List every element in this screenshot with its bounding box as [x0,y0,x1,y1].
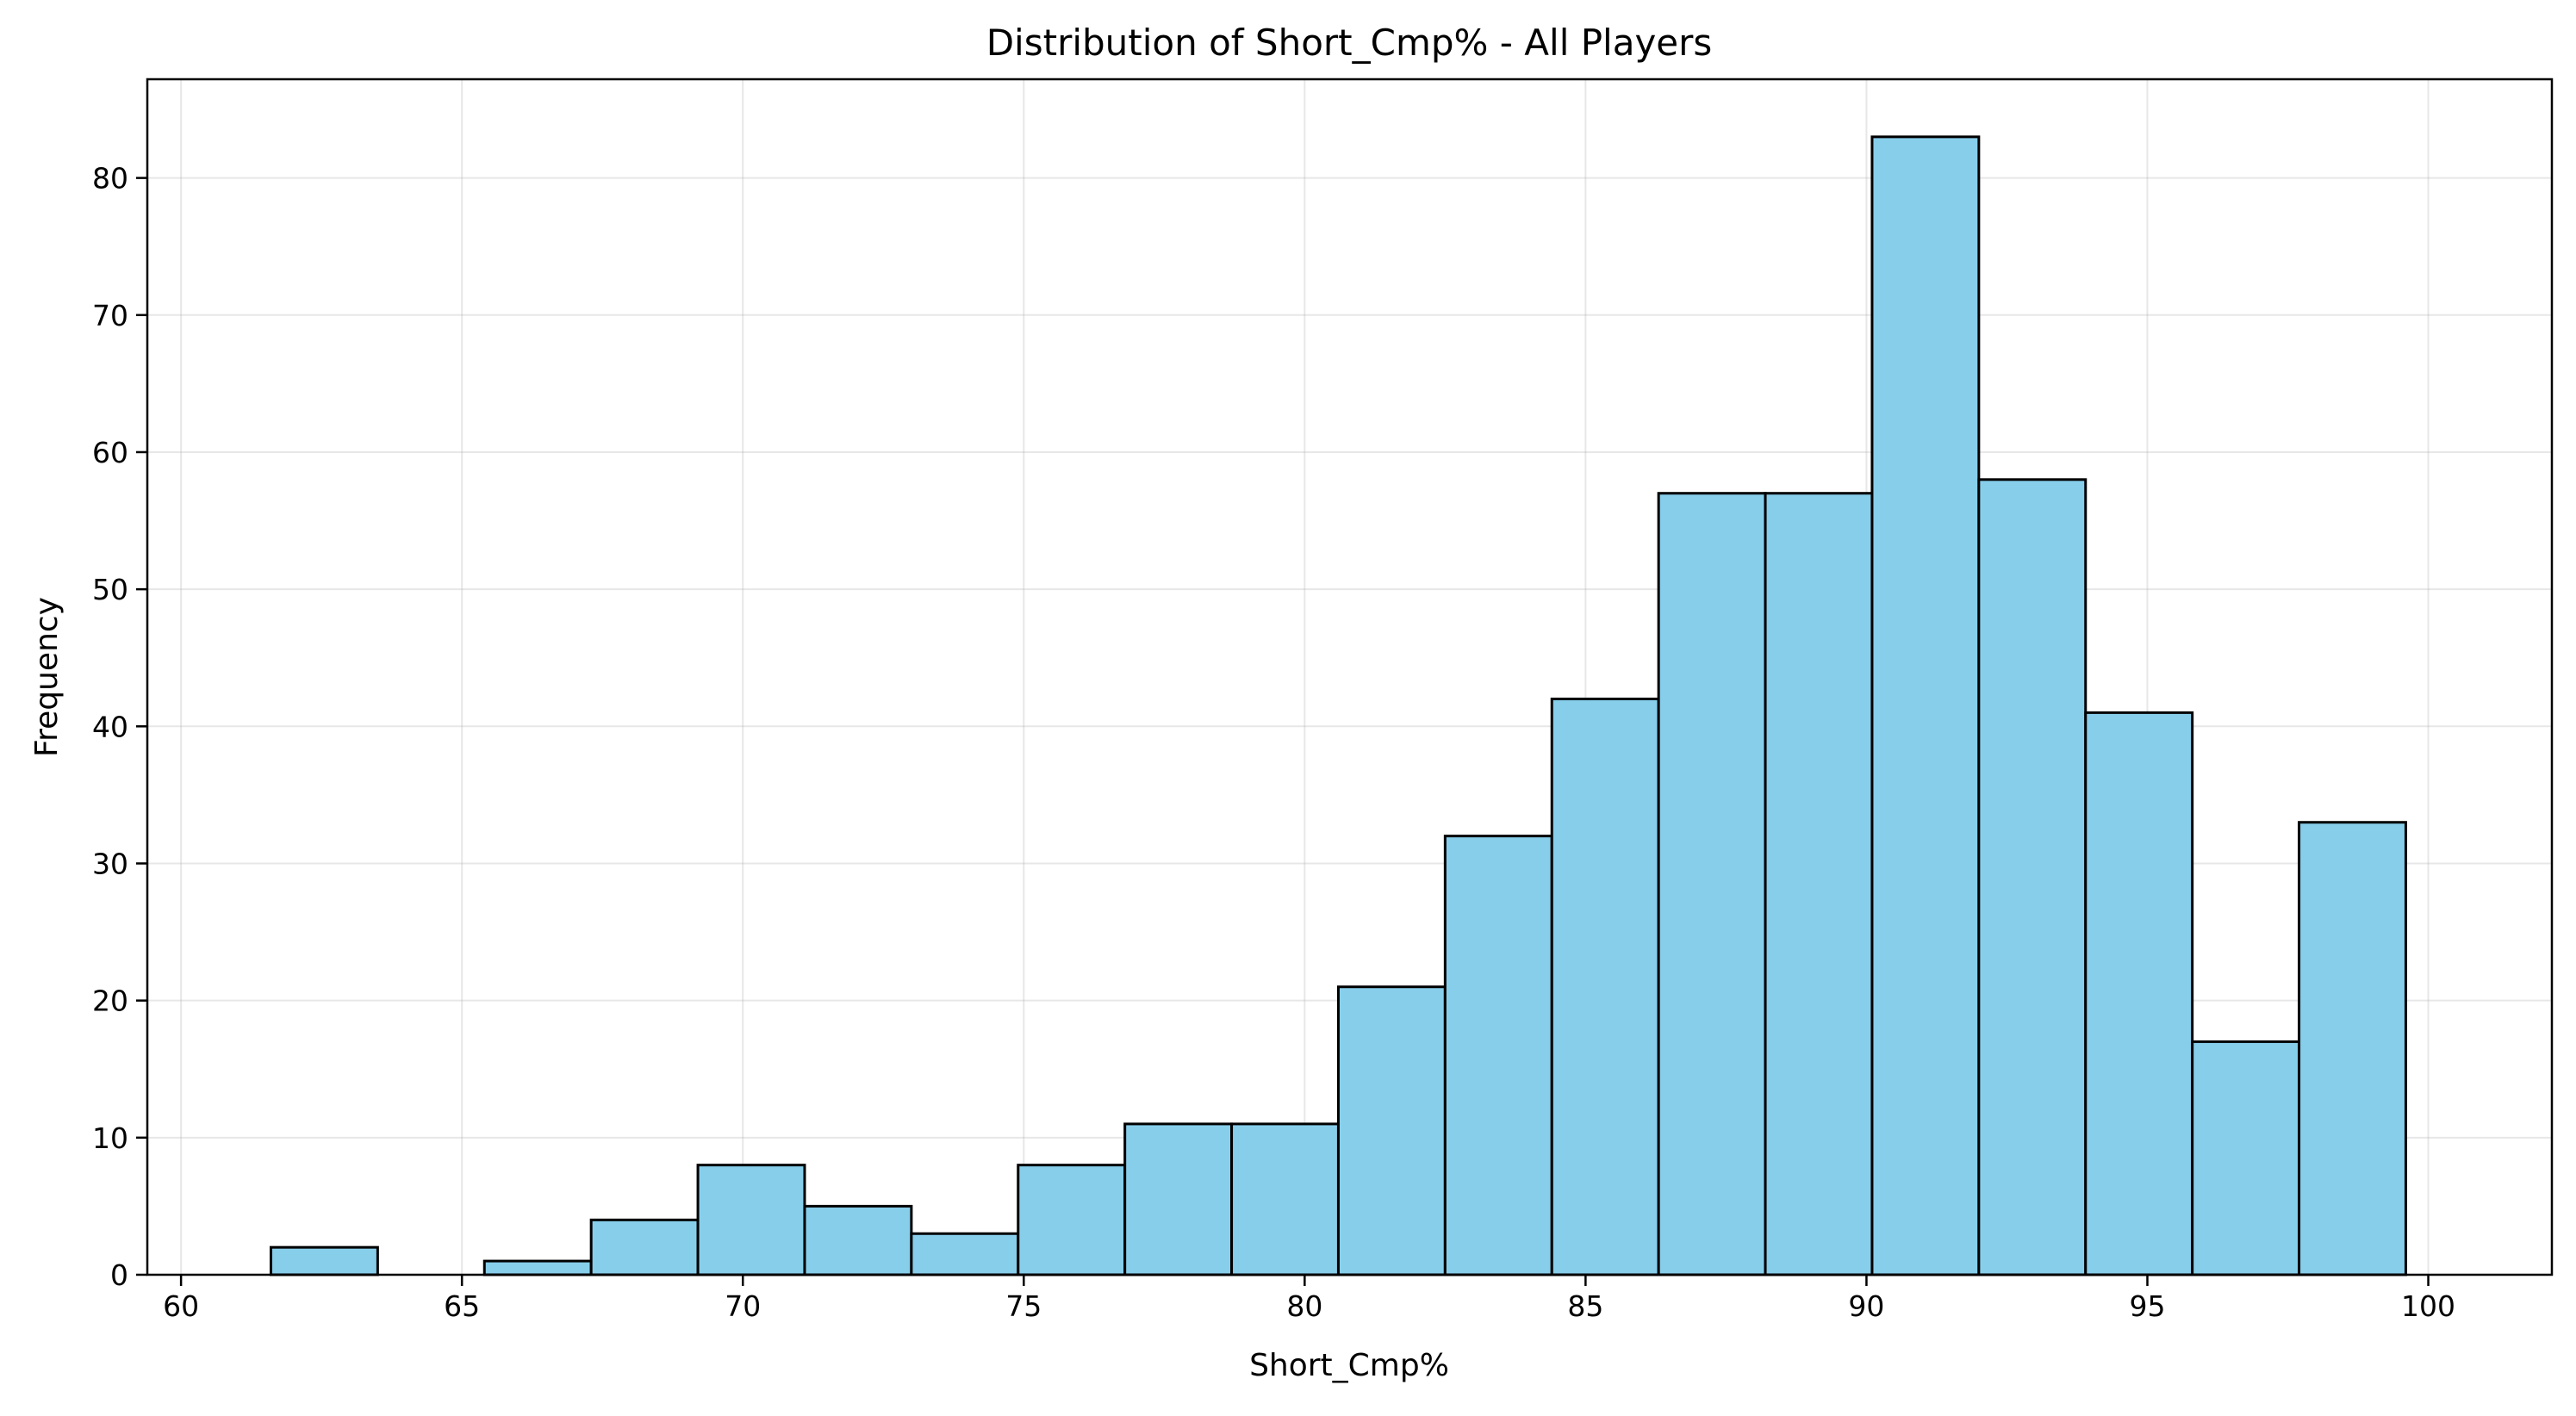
y-tick-label: 20 [92,984,128,1018]
y-tick-label: 40 [92,710,128,743]
histogram-bar [1017,1164,1127,1276]
histogram-bar [269,1245,379,1276]
x-tick-label: 95 [2129,1289,2165,1323]
y-tick-label: 60 [92,436,128,469]
x-axis-ticks: 60 65 70 75 80 85 90 95 100 [163,1275,2455,1323]
histogram-bar [2298,821,2407,1276]
x-tick-label: 90 [1848,1289,1884,1323]
histogram-bar [2191,1040,2301,1276]
histogram-bar [1764,492,1874,1276]
histogram-bar [696,1164,806,1276]
histogram-bar [1123,1122,1234,1276]
y-tick-label: 30 [92,847,128,880]
x-tick-label: 85 [1567,1289,1603,1323]
x-tick-label: 65 [444,1289,480,1323]
histogram-bar [910,1232,1020,1276]
histogram-bar [589,1218,700,1276]
histogram-bar [1336,985,1447,1276]
y-tick-label: 0 [110,1258,128,1292]
x-tick-label: 100 [2401,1289,2455,1323]
histogram-bar [1977,478,2088,1276]
histogram-bar [1443,835,1553,1276]
x-axis-label: Short_Cmp% [1249,1348,1449,1383]
histogram-bar [1657,492,1767,1276]
bars-layer [269,135,2407,1276]
x-tick-label: 70 [725,1289,761,1323]
chart-title: Distribution of Short_Cmp% - All Players [986,22,1713,64]
y-tick-label: 10 [92,1121,128,1155]
y-tick-label: 50 [92,573,128,606]
histogram-bar [1550,697,1660,1276]
histogram-bar [1870,135,1981,1276]
histogram-bar [803,1204,913,1276]
histogram-bar [482,1259,593,1276]
x-tick-label: 75 [1005,1289,1042,1323]
histogram-bar [1230,1122,1340,1276]
histogram-bar [2084,711,2194,1276]
y-tick-label: 70 [92,299,128,332]
y-tick-label: 80 [92,162,128,196]
y-axis-label: Frequency [29,597,65,757]
x-tick-label: 60 [163,1289,199,1323]
x-tick-label: 80 [1286,1289,1322,1323]
y-axis-ticks: 0 10 20 30 40 50 60 70 80 [92,162,147,1292]
plot-frame [146,78,2554,1276]
